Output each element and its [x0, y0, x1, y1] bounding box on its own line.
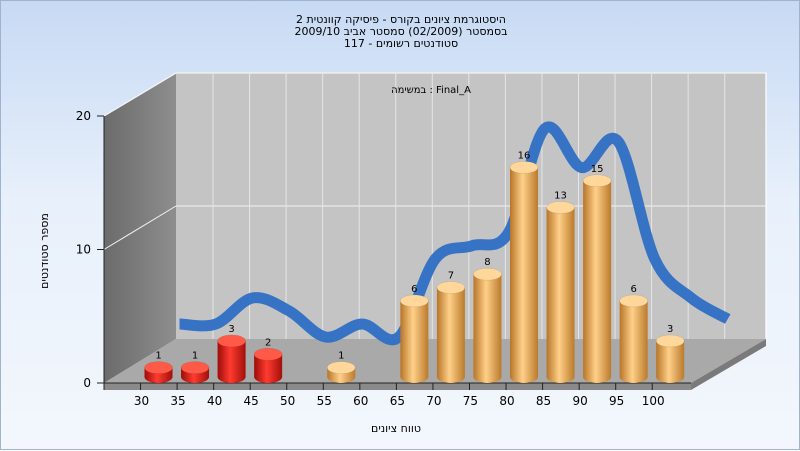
- bar-body: [217, 340, 246, 383]
- bar-80: [509, 161, 539, 383]
- bar-value-label: 6: [630, 284, 636, 295]
- trend-ribbon: [179, 121, 731, 346]
- bar-cap: [619, 294, 648, 308]
- bar-35: [180, 361, 210, 383]
- trend-ribbon-path: [179, 121, 731, 346]
- chart-title-line-1: היסטוגרמת ציונים בקורס - פיסיקה קוונטית …: [296, 13, 506, 26]
- bar-cap: [582, 174, 612, 187]
- bar-body: [510, 167, 538, 383]
- x-axis-label: טווח ציונים: [371, 422, 421, 435]
- bar-cap: [546, 201, 575, 214]
- bar-45: [253, 348, 283, 383]
- x-tick-label: 45: [244, 394, 259, 408]
- bars-group: [144, 161, 685, 383]
- x-tick-label: 95: [609, 394, 624, 408]
- y-axis-label: מספר סטודנטים: [38, 213, 51, 289]
- bar-cap: [400, 294, 429, 308]
- x-tick-label: 80: [499, 394, 514, 408]
- chart-title-line-3: סטודנטים רשומים - 117: [343, 37, 459, 50]
- bar-body: [546, 207, 575, 383]
- bar-body: [400, 300, 429, 383]
- bar-cap: [144, 361, 173, 374]
- x-tick-label: 100: [642, 394, 665, 408]
- bar-40: [217, 334, 246, 383]
- bar-body: [583, 180, 612, 383]
- bar-30: [144, 361, 173, 383]
- bar-cap: [436, 281, 466, 294]
- x-tick-label: 55: [317, 394, 332, 408]
- bar-body: [436, 287, 465, 383]
- bar-cap: [655, 334, 685, 348]
- grid-line-left: [103, 205, 177, 250]
- assignment-annotation: במשימה : Final_A: [391, 85, 471, 96]
- bar-value-label: 1: [155, 351, 161, 362]
- bar-value-label: 1: [338, 351, 344, 362]
- grid-line-left: [103, 72, 177, 117]
- x-tick-label: 65: [390, 394, 405, 408]
- x-tick-label: 40: [207, 394, 222, 408]
- x-tick-label: 85: [536, 394, 551, 408]
- bar-95: [619, 294, 648, 383]
- bar-body: [473, 274, 502, 383]
- x-tick-label: 75: [463, 394, 478, 408]
- bar-value-label: 15: [591, 164, 604, 175]
- bar-100: [655, 334, 685, 383]
- floor-edge: [104, 383, 691, 390]
- x-tick-label: 60: [353, 394, 368, 408]
- bar-value-label: 2: [265, 337, 271, 348]
- x-tick-label: 90: [572, 394, 587, 408]
- bar-value-label: 6: [411, 284, 417, 295]
- bar-cap: [327, 361, 356, 374]
- x-ticks: 30 35 40 45 50 55 60 65 70 75 80 85 90 95 100: [103, 383, 665, 408]
- x-tick-label: 35: [170, 394, 185, 408]
- bar-value-label: 1: [192, 351, 198, 362]
- x-tick-label: 30: [134, 394, 149, 408]
- bar-value-label: 13: [554, 190, 567, 201]
- x-tick-label: 70: [426, 394, 441, 408]
- floor-side-edge: [691, 339, 766, 390]
- y-tick-label: 10: [76, 243, 91, 257]
- chart-title-line-2: בסמסטר (02/2009) סמסטר אביב 2009/10: [294, 25, 508, 38]
- y-ticks: 0 10 20: [76, 109, 104, 390]
- bar-body: [254, 354, 283, 383]
- bar-body: [656, 340, 685, 383]
- bar-85: [546, 201, 575, 383]
- bar-value-label: 16: [518, 150, 531, 161]
- bar-cap: [473, 267, 502, 281]
- y-tick-label: 20: [76, 109, 91, 123]
- bar-value-label: 8: [484, 257, 490, 268]
- y-tick-label: 0: [83, 376, 91, 390]
- bar-55: [327, 361, 356, 383]
- bar-65: [400, 294, 429, 383]
- bar-value-label: 3: [667, 324, 673, 335]
- bar-value-label: 7: [448, 271, 454, 282]
- bar-value-label: 3: [228, 324, 234, 335]
- bar-75: [473, 267, 502, 383]
- bar-cap: [253, 348, 283, 361]
- bar-90: [582, 174, 612, 383]
- x-tick-label: 50: [280, 394, 295, 408]
- bar-body: [619, 300, 648, 383]
- bar-70: [436, 281, 466, 383]
- grid-lines: [103, 72, 766, 339]
- bar-cap: [509, 161, 539, 174]
- bar-cap: [217, 334, 246, 348]
- bar-cap: [180, 361, 210, 374]
